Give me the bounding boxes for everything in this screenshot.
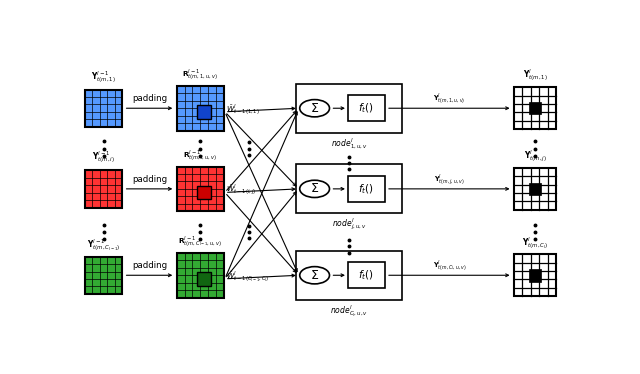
Bar: [529, 269, 541, 282]
Bar: [529, 102, 541, 114]
Text: $\mathbf{Z}^{l}_{t(m,C_l,u,v)}$: $\mathbf{Z}^{l}_{t(m,C_l,u,v)}$: [332, 260, 365, 273]
Text: $\mathbf{Z}^{l}_{t(m,j,u,v)}$: $\mathbf{Z}^{l}_{t(m,j,u,v)}$: [332, 173, 362, 187]
Text: $\mathbf{Y}^{l}_{t(m,C_l)}$: $\mathbf{Y}^{l}_{t(m,C_l)}$: [522, 235, 548, 251]
Bar: [197, 186, 211, 199]
Text: $\mathbf{Y}^{l}_{t(m,1,u,v)}$: $\mathbf{Y}^{l}_{t(m,1,u,v)}$: [433, 92, 466, 106]
Text: $\mathbf{Y}^{l-1}_{t(m,1)}$: $\mathbf{Y}^{l-1}_{t(m,1)}$: [91, 70, 116, 86]
Bar: [177, 166, 224, 211]
Bar: [177, 253, 224, 298]
Bar: [197, 272, 211, 285]
Text: $node^{l}_{j,u,v}$: $node^{l}_{j,u,v}$: [332, 217, 366, 232]
Bar: [296, 165, 403, 213]
Circle shape: [300, 99, 330, 117]
Text: $node^{l}_{1,u,v}$: $node^{l}_{1,u,v}$: [331, 136, 367, 151]
Text: $f_t()$: $f_t()$: [358, 269, 374, 282]
Text: $\mathbf{Y}^{l-1}_{t(m,C_{l-1})}$: $\mathbf{Y}^{l-1}_{t(m,C_{l-1})}$: [87, 237, 120, 253]
Text: $f_t()$: $f_t()$: [358, 182, 374, 196]
Bar: [85, 257, 122, 294]
Circle shape: [300, 180, 330, 197]
Bar: [177, 86, 224, 131]
Bar: [296, 84, 403, 133]
Bar: [348, 95, 385, 121]
Bar: [296, 251, 403, 300]
Text: $\Sigma$: $\Sigma$: [310, 102, 319, 115]
Bar: [85, 170, 122, 208]
Text: $\mathbf{Y}^{l}_{t(m,j,u,v)}$: $\mathbf{Y}^{l}_{t(m,j,u,v)}$: [434, 172, 465, 187]
Text: $\hat{W}^{l}_{t-1(C_{l-1},C_l)}$: $\hat{W}^{l}_{t-1(C_{l-1},C_l)}$: [227, 270, 270, 284]
Text: $\mathbf{Y}^{l}_{t(m,C_l,u,v)}$: $\mathbf{Y}^{l}_{t(m,C_l,u,v)}$: [433, 259, 467, 273]
Bar: [348, 262, 385, 288]
Text: $\Sigma$: $\Sigma$: [310, 183, 319, 195]
Bar: [197, 105, 211, 119]
Text: $\mathbf{R}^{l-1}_{t(m,i,u,v)}$: $\mathbf{R}^{l-1}_{t(m,i,u,v)}$: [183, 148, 218, 163]
Circle shape: [300, 267, 330, 284]
Text: $\mathbf{R}^{l-1}_{t(m,1,u,v)}$: $\mathbf{R}^{l-1}_{t(m,1,u,v)}$: [182, 68, 218, 82]
Text: $\bar{W}^{l}_{t-1(1,1)}$: $\bar{W}^{l}_{t-1(1,1)}$: [227, 102, 260, 117]
Bar: [529, 183, 541, 195]
Bar: [514, 88, 556, 129]
Text: $\mathbf{Y}^{l}_{t(m,1)}$: $\mathbf{Y}^{l}_{t(m,1)}$: [523, 67, 548, 84]
Text: padding: padding: [132, 94, 167, 103]
Bar: [348, 176, 385, 202]
Text: $\Sigma$: $\Sigma$: [310, 269, 319, 282]
Text: $f_t()$: $f_t()$: [358, 101, 374, 115]
Text: $\mathbf{Z}^{l}_{t(m,1,u,v)}$: $\mathbf{Z}^{l}_{t(m,1,u,v)}$: [332, 92, 364, 107]
Text: $\mathbf{R}^{l-1}_{t(m,C_{l-1},u,v)}$: $\mathbf{R}^{l-1}_{t(m,C_{l-1},u,v)}$: [178, 235, 222, 249]
Bar: [85, 89, 122, 127]
Text: $\mathbf{Y}^{l-1}_{t(m,i)}$: $\mathbf{Y}^{l-1}_{t(m,i)}$: [92, 150, 115, 166]
Text: $\bar{W}^{l}_{t-1(i,j)}$: $\bar{W}^{l}_{t-1(i,j)}$: [227, 183, 257, 197]
Text: padding: padding: [132, 261, 167, 270]
Text: $\mathbf{Y}^{l}_{t(m,j)}$: $\mathbf{Y}^{l}_{t(m,j)}$: [524, 149, 547, 164]
Bar: [514, 254, 556, 296]
Bar: [514, 168, 556, 210]
Text: $node^{l}_{C_l,u,v}$: $node^{l}_{C_l,u,v}$: [330, 303, 368, 319]
Text: padding: padding: [132, 175, 167, 184]
